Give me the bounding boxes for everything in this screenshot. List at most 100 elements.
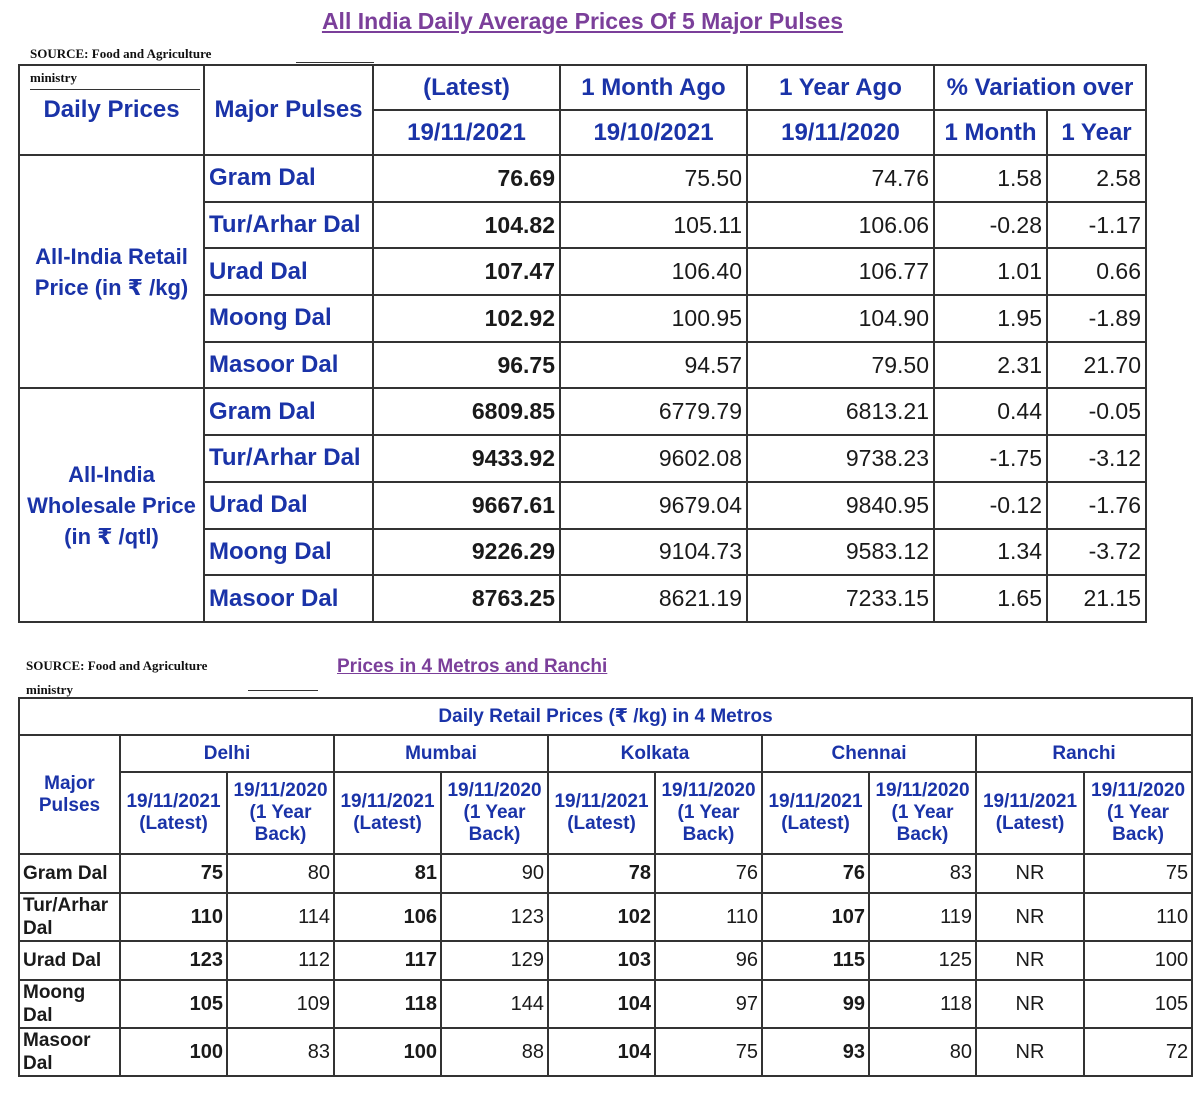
- cell-year-back: 83: [226, 1027, 335, 1077]
- city-kolkata: Kolkata: [547, 734, 763, 773]
- cell-var-year: 0.66: [1046, 247, 1147, 297]
- cell-year-back: 75: [1082, 853, 1194, 894]
- cell-latest: 107.47: [372, 247, 561, 297]
- cell-year-back: 72: [1082, 1027, 1194, 1077]
- cell-month-ago: 9602.08: [559, 434, 748, 483]
- header-year-ago: 1 Year Ago: [746, 64, 935, 111]
- pulse-name: Gram Dal: [203, 154, 374, 203]
- cell-latest: NR: [975, 853, 1085, 894]
- cell-latest: 6809.85: [372, 387, 561, 437]
- cell-year-ago: 7233.15: [746, 574, 935, 623]
- cell-latest: 104: [547, 979, 656, 1029]
- table-row: Moong Dal 105 109 118 144 104 97 99 118 NR 105: [18, 979, 1194, 1029]
- pulse-name: Tur/Arhar Dal: [203, 434, 374, 483]
- header-variation: % Variation over: [933, 64, 1147, 111]
- cell-var-year: 21.70: [1046, 340, 1147, 390]
- cell-latest: NR: [975, 979, 1085, 1029]
- pulse-name: Tur/Arhar Dal: [18, 892, 121, 942]
- pulse-name: Urad Dal: [18, 940, 121, 981]
- header-latest: (Latest): [372, 64, 561, 111]
- cell-year-back: 83: [868, 853, 977, 894]
- cell-year-back: 109: [226, 979, 335, 1029]
- pulse-name: Masoor Dal: [203, 574, 374, 623]
- header-major-pulses: Major Pulses: [18, 734, 121, 855]
- table-row: Tur/Arhar Dal 110 114 106 123 102 110 107 119 NR 1…: [18, 892, 1194, 942]
- cell-month-ago: 9104.73: [559, 527, 748, 577]
- table-row: Masoor Dal 100 83 100 88 104 75 93 80 NR 72: [18, 1027, 1194, 1077]
- cell-var-month: -0.28: [933, 200, 1048, 250]
- cell-latest: 93: [761, 1027, 870, 1077]
- city-delhi: Delhi: [119, 734, 335, 773]
- cell-year-back: 125: [868, 940, 977, 981]
- cell-var-month: 1.65: [933, 574, 1048, 623]
- header-month-ago: 1 Month Ago: [559, 64, 748, 111]
- cell-year-ago: 106.77: [746, 247, 935, 297]
- table-row: Masoor Dal 96.75 94.57 79.50 2.31 21.70: [19, 340, 1147, 390]
- cell-latest: 9667.61: [372, 480, 561, 530]
- cell-var-year: -1.17: [1046, 200, 1147, 250]
- table-row: Tur/Arhar Dal 9433.92 9602.08 9738.23 -1.75-…: [19, 434, 1147, 483]
- cell-latest: 117: [333, 940, 442, 981]
- metros-heading: Daily Retail Prices (₹ /kg) in 4 Metros: [17, 697, 1194, 736]
- header-var-month: 1 Month: [933, 109, 1048, 156]
- cell-latest: 9433.92: [372, 434, 561, 483]
- pulse-name: Moong Dal: [203, 294, 374, 343]
- pulse-name: Moong Dal: [203, 527, 374, 577]
- cell-year-ago: 9738.23: [746, 434, 935, 483]
- cell-year-back: 112: [226, 940, 335, 981]
- cell-year-back: 114: [226, 892, 335, 942]
- table-row: Moong Dal 102.92 100.95 104.90 1.95 -1.89: [19, 294, 1147, 343]
- subheader-latest: 19/11/2021 (Latest): [333, 771, 442, 855]
- cell-latest: 8763.25: [372, 574, 561, 623]
- cell-latest: 106: [333, 892, 442, 942]
- source-line-1: SOURCE: Food and Agriculture: [30, 46, 212, 61]
- subheader-year-back: 19/11/2020 (1 Year Back): [868, 771, 977, 855]
- pulse-name: Masoor Dal: [18, 1027, 121, 1077]
- subheader-latest: 19/11/2021 (Latest): [761, 771, 870, 855]
- table-row: Urad Dal 123 112 117 129 103 96 115 125 NR 100: [18, 940, 1194, 981]
- cell-latest: 123: [119, 940, 228, 981]
- table-row: Urad Dal 9667.61 9679.04 9840.95 -0.12 -1.76: [19, 480, 1147, 530]
- source-underline: [296, 62, 374, 63]
- subheader-latest: 19/11/2021 (Latest): [119, 771, 228, 855]
- cell-year-back: 119: [868, 892, 977, 942]
- cell-var-month: -1.75: [933, 434, 1048, 483]
- header-var-year: 1 Year: [1046, 109, 1147, 156]
- cell-month-ago: 9679.04: [559, 480, 748, 530]
- cell-year-back: 123: [440, 892, 549, 942]
- table-row: Urad Dal 107.47 106.40 106.77 1.01 0.66: [19, 247, 1147, 297]
- cell-month-ago: 106.40: [559, 247, 748, 297]
- subheader-latest: 19/11/2021 (Latest): [547, 771, 656, 855]
- source-line-1: SOURCE: Food and Agriculture: [26, 658, 208, 673]
- cell-month-ago: 8621.19: [559, 574, 748, 623]
- subheader-latest: 19/11/2021 (Latest): [975, 771, 1085, 855]
- cell-year-back: 96: [654, 940, 763, 981]
- cell-year-ago: 6813.21: [746, 387, 935, 437]
- source-note-2: SOURCE: Food and Agriculture ministry: [26, 654, 207, 702]
- cell-year-back: 88: [440, 1027, 549, 1077]
- header-major-pulses: Major Pulses: [203, 64, 374, 156]
- cell-year-ago: 104.90: [746, 294, 935, 343]
- price-group-label: All-India Retail Price (in ₹ /kg): [18, 153, 205, 390]
- cell-year-ago: 106.06: [746, 200, 935, 250]
- cell-var-year: -3.12: [1046, 434, 1147, 483]
- cell-year-back: 80: [868, 1027, 977, 1077]
- header-month-ago-date: 19/10/2021: [559, 109, 748, 156]
- metros-title: Prices in 4 Metros and Ranchi: [337, 656, 608, 677]
- city-ranchi: Ranchi: [974, 734, 1194, 773]
- city-mumbai: Mumbai: [333, 734, 549, 773]
- table-row: All-India Wholesale Price (in ₹ /qtl) Gra…: [18, 387, 1147, 623]
- cell-var-month: 1.34: [933, 527, 1048, 577]
- pulse-name: Moong Dal: [18, 979, 121, 1029]
- cell-var-month: 1.58: [933, 154, 1048, 203]
- cell-month-ago: 94.57: [559, 340, 748, 390]
- cell-month-ago: 75.50: [559, 154, 748, 203]
- cell-var-year: -3.72: [1046, 527, 1147, 577]
- cell-year-ago: 9840.95: [746, 480, 935, 530]
- cell-latest: 105: [119, 979, 228, 1029]
- table-row: Moong Dal 9226.29 9104.73 9583.12 1.34 -3.72: [19, 527, 1147, 577]
- cell-var-year: 21.15: [1046, 574, 1147, 623]
- cell-latest: 103: [547, 940, 656, 981]
- table-row: All-India Retail Price (in ₹ /kg) Gram Da…: [18, 153, 1147, 390]
- cell-var-month: 1.01: [933, 247, 1048, 297]
